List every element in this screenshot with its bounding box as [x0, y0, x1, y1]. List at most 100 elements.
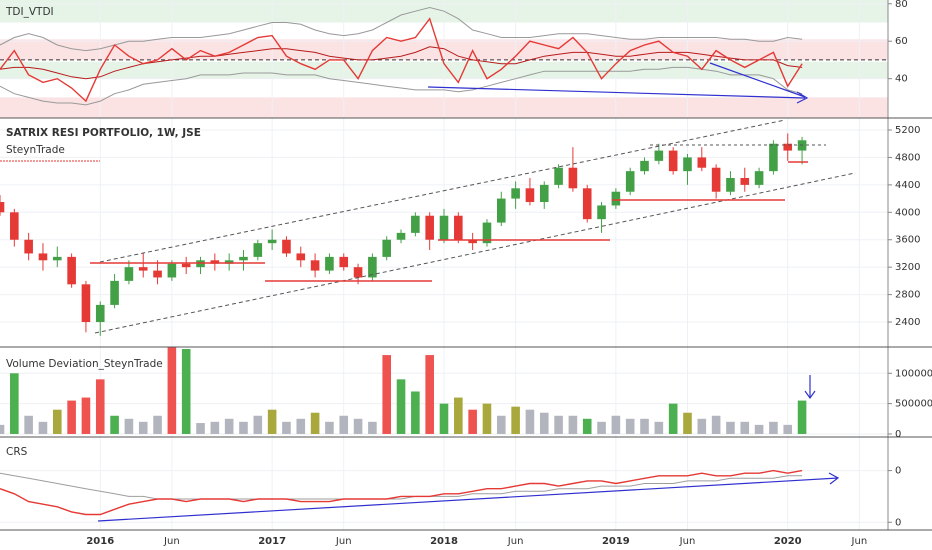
- volume-bar: [654, 421, 664, 434]
- panel-title: CRS: [6, 446, 28, 458]
- volume-bar: [196, 423, 205, 434]
- candle-body: [511, 188, 520, 199]
- panel-title: SATRIX RESI PORTFOLIO, 1W, JSE: [6, 127, 201, 139]
- volume-bar: [539, 412, 549, 434]
- candle-body: [382, 239, 392, 257]
- volume-bar: [711, 415, 721, 434]
- y-tick-label: 4000: [895, 207, 920, 218]
- volume-bar: [769, 421, 778, 434]
- x-tick-label: Jun: [851, 536, 868, 547]
- volume-bar: [282, 421, 291, 434]
- volume-bar: [411, 391, 420, 434]
- volume-bar: [353, 418, 363, 434]
- candle-body: [568, 167, 578, 189]
- candle-body: [167, 263, 177, 278]
- volume-bar: [482, 403, 492, 434]
- series-line: [0, 46, 803, 80]
- volume-bar: [439, 403, 449, 434]
- arrow-head: [804, 390, 816, 400]
- volume-bar: [425, 355, 434, 434]
- candle-body: [325, 256, 334, 271]
- panel-title: TDI_VTDI: [5, 6, 54, 18]
- candle-body: [411, 215, 420, 233]
- annotations: [0, 62, 856, 522]
- volume-bar: [339, 415, 349, 434]
- y-tick-label: 2400: [895, 317, 920, 328]
- volume-bar: [224, 418, 234, 434]
- volume-bar: [611, 415, 621, 434]
- volume-bar: [697, 418, 707, 434]
- volume-bar: [52, 409, 62, 434]
- x-tick-label: Jun: [335, 536, 352, 547]
- volume-bar: [568, 415, 578, 434]
- series-line: [0, 66, 803, 106]
- volume-bar: [325, 421, 334, 434]
- x-tick-label: 2016: [86, 536, 114, 547]
- candle-body: [683, 157, 692, 172]
- volume-bar: [797, 400, 807, 434]
- candle-body: [740, 178, 750, 185]
- candle-body: [769, 143, 778, 172]
- candle-body: [726, 178, 735, 192]
- frame: [0, 0, 932, 531]
- candle-body: [625, 171, 635, 192]
- marks: [0, 6, 888, 516]
- volume-bar: [253, 415, 263, 434]
- volume-bar: [181, 349, 191, 434]
- candle-body: [296, 253, 306, 261]
- candle-body: [110, 280, 119, 305]
- series-line: [0, 17, 803, 103]
- volume-bar: [454, 397, 463, 434]
- candle-body: [640, 160, 649, 172]
- candle-body: [496, 198, 506, 223]
- divergence-line: [709, 62, 806, 98]
- candle-body: [153, 270, 162, 278]
- candle-body: [24, 239, 33, 254]
- volume-bar: [582, 418, 592, 434]
- candle-body: [38, 253, 48, 261]
- candle-body: [468, 239, 477, 244]
- volume-bar: [554, 415, 563, 434]
- candle-body: [554, 167, 563, 185]
- candle-body: [310, 260, 320, 271]
- volume-bar: [124, 418, 134, 434]
- divergence-line: [427, 86, 806, 99]
- volume-bar: [683, 412, 692, 434]
- y-tick-label: 60: [895, 36, 908, 47]
- y-tick-label: 5200: [895, 125, 920, 136]
- candle-body: [67, 256, 76, 285]
- volume-bar: [239, 421, 248, 434]
- candle-body: [52, 256, 62, 261]
- y-tick-label: 40: [895, 74, 908, 85]
- candle-body: [181, 263, 191, 268]
- y-tick-label: 0: [895, 466, 901, 477]
- volume-bar: [668, 403, 678, 434]
- candle-body: [425, 215, 434, 240]
- candle-body: [597, 205, 606, 220]
- candle-body: [267, 239, 277, 244]
- volume-bar: [167, 347, 177, 434]
- x-tick-label: 2017: [258, 536, 286, 547]
- y-tick-label: 500000: [895, 399, 932, 410]
- candle-body: [539, 184, 549, 203]
- candle-body: [611, 191, 621, 206]
- volume-bar: [368, 421, 377, 434]
- y-tick-label: 3200: [895, 262, 920, 273]
- volume-bar: [110, 415, 119, 434]
- grid: [0, 0, 892, 530]
- volume-bar: [382, 355, 392, 434]
- candle-body: [525, 188, 535, 203]
- candle-body: [0, 202, 5, 213]
- candle-body: [654, 150, 664, 161]
- candle-body: [138, 267, 148, 271]
- x-tick-label: Jun: [679, 536, 696, 547]
- x-tick-label: Jun: [507, 536, 524, 547]
- candle-body: [368, 256, 377, 278]
- series-line: [0, 6, 803, 52]
- candle-body: [224, 260, 234, 264]
- volume-bar: [726, 421, 735, 434]
- volume-bar: [625, 418, 635, 434]
- volume-bar: [138, 421, 148, 434]
- volume-bar: [95, 379, 105, 434]
- candle-body: [253, 243, 263, 257]
